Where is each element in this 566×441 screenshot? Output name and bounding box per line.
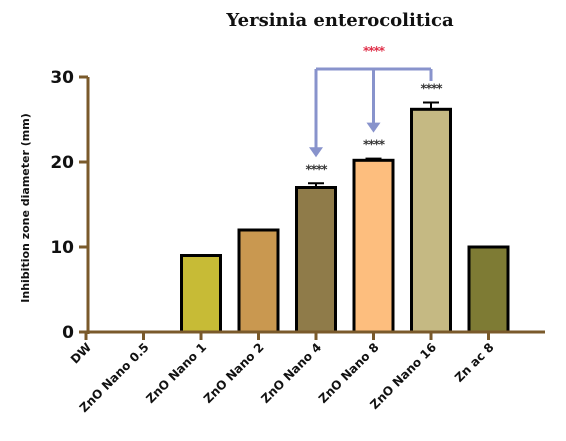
- y-tick-label-0: 0: [62, 323, 74, 343]
- comparison-label: ****: [363, 44, 386, 58]
- bar-3: [237, 228, 280, 334]
- significance-label-4: ****: [305, 162, 328, 176]
- bar-5: [352, 158, 395, 334]
- x-tick-label-7: Zn ac 8: [452, 340, 497, 385]
- x-tick-label-0: DW: [68, 340, 94, 366]
- bar-2: [180, 254, 222, 334]
- significance-label-5: ****: [363, 138, 386, 152]
- y-tick-label-1: 10: [50, 238, 74, 258]
- chart-title: Yersinia enterocolitica: [225, 10, 454, 31]
- bar-7: [467, 245, 510, 334]
- significance-label-6: ****: [420, 82, 443, 96]
- x-tick-label-2: ZnO Nano 1: [143, 340, 209, 406]
- bar-4: [295, 186, 337, 334]
- comparison-arrow-head-1: [366, 122, 381, 133]
- y-tick-label-3: 30: [50, 68, 74, 88]
- y-axis-label: Inhibition zone diameter (mm): [19, 113, 32, 302]
- x-tick-label-4: ZnO Nano 4: [258, 340, 324, 406]
- bar-6: [410, 107, 452, 334]
- comparison-arrow-head-0: [309, 147, 323, 158]
- x-tick-label-3: ZnO Nano 2: [201, 340, 267, 406]
- x-tick-label-5: ZnO Nano 8: [316, 340, 382, 406]
- y-tick-label-2: 20: [50, 153, 74, 173]
